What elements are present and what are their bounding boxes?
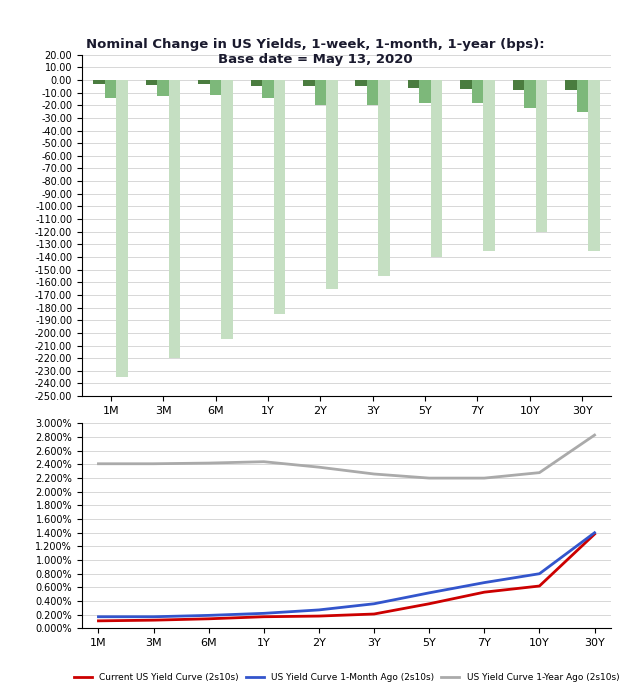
Bar [251,80,262,86]
Current US Yield Curve (2s10s) [370,610,378,618]
Bar [117,80,128,377]
US Yield Curve 1-Year Ago (2s10s) [94,460,102,468]
Bar [588,80,600,251]
Bar [483,80,495,251]
US Yield Curve 1-Year Ago (2s10s) [591,431,598,439]
Current US Yield Curve (2s10s) [591,530,598,538]
US Yield Curve 1-Month Ago (2s10s) [425,589,433,597]
Bar [262,80,273,98]
US Yield Curve 1-Year Ago (2s10s) [536,469,543,477]
Bar [355,80,367,86]
Bar [460,80,472,89]
US Yield Curve 1-Month Ago (2s10s) [150,613,158,621]
Line: US Yield Curve 1-Year Ago (2s10s): US Yield Curve 1-Year Ago (2s10s) [98,435,595,478]
Bar [408,80,420,87]
Legend: 1-week Change, 1-month Change, 1-Year Change: 1-week Change, 1-month Change, 1-Year Ch… [174,432,519,451]
Current US Yield Curve (2s10s) [205,615,212,623]
Bar [326,80,338,289]
Bar [565,80,576,90]
Current US Yield Curve (2s10s) [315,612,323,620]
Bar [420,80,431,102]
US Yield Curve 1-Year Ago (2s10s) [481,474,488,482]
Bar [210,80,221,95]
US Yield Curve 1-Year Ago (2s10s) [370,470,378,478]
Bar [158,80,169,96]
Bar [536,80,547,232]
Current US Yield Curve (2s10s) [536,582,543,590]
US Yield Curve 1-Month Ago (2s10s) [205,611,212,619]
US Yield Curve 1-Month Ago (2s10s) [94,613,102,621]
US Yield Curve 1-Year Ago (2s10s) [205,459,212,467]
Current US Yield Curve (2s10s) [425,600,433,608]
Bar [303,80,314,86]
US Yield Curve 1-Month Ago (2s10s) [536,570,543,578]
Line: US Yield Curve 1-Month Ago (2s10s): US Yield Curve 1-Month Ago (2s10s) [98,533,595,617]
Bar [221,80,233,339]
Bar [367,80,379,105]
US Yield Curve 1-Month Ago (2s10s) [481,579,488,587]
Bar [576,80,588,111]
Bar [379,80,390,276]
Bar [314,80,326,105]
Bar [472,80,483,102]
Current US Yield Curve (2s10s) [481,588,488,596]
Current US Yield Curve (2s10s) [150,616,158,624]
US Yield Curve 1-Month Ago (2s10s) [591,529,598,537]
Current US Yield Curve (2s10s) [260,613,268,621]
US Yield Curve 1-Year Ago (2s10s) [315,463,323,471]
Bar [513,80,524,90]
US Yield Curve 1-Month Ago (2s10s) [370,600,378,608]
Bar [105,80,117,98]
Bar [431,80,442,257]
Bar [524,80,536,108]
US Yield Curve 1-Month Ago (2s10s) [260,609,268,617]
Bar [146,80,158,85]
Bar [273,80,285,314]
US Yield Curve 1-Year Ago (2s10s) [260,458,268,466]
Line: Current US Yield Curve (2s10s): Current US Yield Curve (2s10s) [98,534,595,621]
Legend: Current US Yield Curve (2s10s), US Yield Curve 1-Month Ago (2s10s), US Yield Cur: Current US Yield Curve (2s10s), US Yield… [70,670,623,683]
Bar [93,80,105,84]
US Yield Curve 1-Year Ago (2s10s) [425,474,433,482]
Current US Yield Curve (2s10s) [94,617,102,625]
Bar [169,80,180,358]
Text: Nominal Change in US Yields, 1-week, 1-month, 1-year (bps):
Base date = May 13, : Nominal Change in US Yields, 1-week, 1-m… [86,38,544,66]
Bar [198,80,210,84]
US Yield Curve 1-Month Ago (2s10s) [315,606,323,614]
US Yield Curve 1-Year Ago (2s10s) [150,460,158,468]
